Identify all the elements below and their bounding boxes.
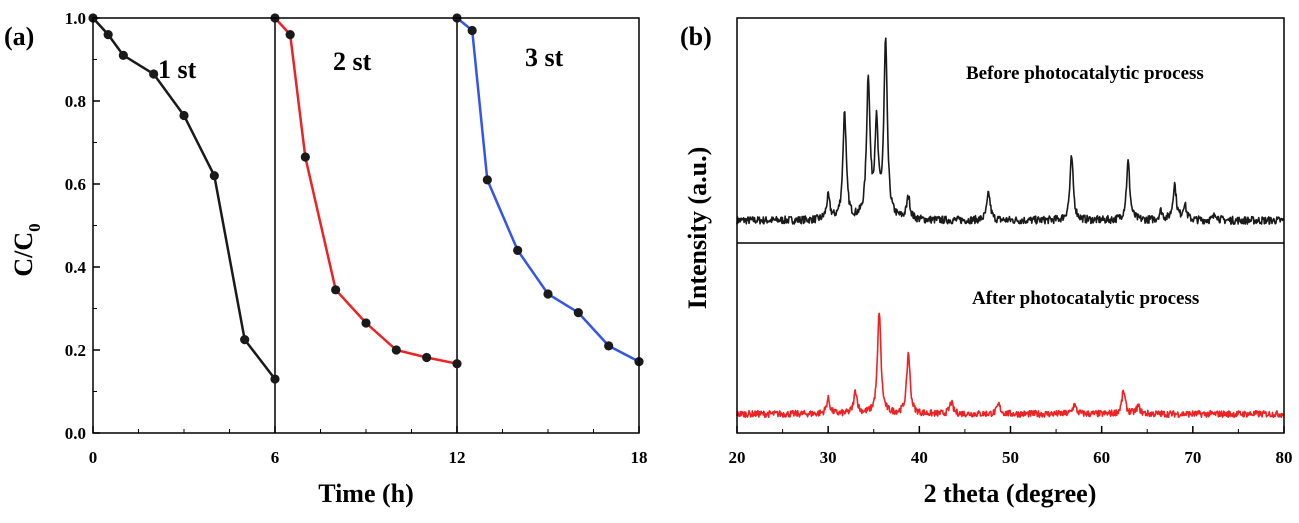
panel-a-y-tick-label-4: 0.6 [65, 175, 86, 194]
panel-a-y-axis-title-main: C/C [9, 232, 38, 277]
panel-a-x-axis-title: Time (h) [318, 479, 414, 508]
data-point-3-4 [513, 245, 523, 255]
panel-a-y-tick-label-1: 0.0 [65, 424, 86, 443]
data-point-3-2 [467, 25, 477, 36]
data-point-2-5 [361, 318, 371, 328]
panel-a-ticks: 0 6 12 18 0.0 0.2 0.4 0.6 0.8 1.0 [65, 9, 648, 467]
series-line-2 [274, 17, 458, 365]
before-label: Before photocatalytic process [966, 63, 1204, 84]
panel-a-x-tick-label-4: 18 [631, 448, 648, 467]
data-point-1-7 [240, 335, 250, 345]
panel-a-label: (a) [4, 22, 34, 51]
data-point-1-4 [149, 69, 159, 79]
data-point-2-8 [452, 359, 462, 369]
data-point-2-7 [422, 352, 432, 363]
panel-b-x-tick-label-2: 30 [820, 448, 837, 467]
data-point-3-5 [543, 289, 553, 299]
panel-a-y-axis-title-sub: 0 [25, 223, 44, 232]
series-label-1st: 1 st [158, 55, 197, 84]
svg-text:C/C0: C/C0 [9, 223, 44, 276]
series-line-3 [456, 17, 640, 363]
data-point-1-3 [118, 50, 128, 60]
series-label-2st: 2 st [333, 47, 372, 76]
panel-a-y-tick-label-6: 1.0 [65, 9, 86, 28]
after-label: After photocatalytic process [972, 288, 1199, 309]
data-point-3-7 [604, 341, 614, 351]
panel-a-y-axis-title: C/C0 [9, 223, 44, 276]
series-label-3st: 3 st [525, 43, 564, 72]
panel-b-x-tick-label-1: 20 [729, 448, 746, 467]
data-point-2-2 [285, 29, 295, 40]
panel-a-y-tick-label-5: 0.8 [65, 92, 86, 111]
panel-a-plot-area [88, 13, 644, 433]
data-point-1-8 [270, 374, 280, 384]
data-point-2-3 [300, 152, 310, 162]
panel-a-x-tick-label-3: 12 [449, 448, 466, 467]
data-point-3-6 [573, 308, 583, 318]
panel-b-ticks: 20 30 40 50 60 70 80 [729, 426, 1293, 467]
data-point-2-4 [331, 285, 341, 295]
xrd-pattern-2 [736, 312, 1285, 419]
panel-a-y-tick-label-2: 0.2 [65, 341, 86, 360]
data-point-1-6 [209, 171, 219, 181]
panel-a: (a) 0 6 12 18 0.0 0.2 0.4 0.6 0.8 1.0 Time (h) C/… [4, 9, 648, 508]
panel-b: (b) 20 30 40 50 60 70 80 2 theta (degree) Inte… [680, 17, 1293, 508]
data-point-2-6 [391, 345, 401, 355]
panel-b-x-tick-label-3: 40 [911, 448, 928, 467]
panel-b-x-tick-label-4: 50 [1002, 448, 1019, 467]
panel-b-x-tick-label-5: 60 [1093, 448, 1110, 467]
panel-b-y-axis-title: Intensity (a.u.) [683, 147, 712, 310]
panel-b-label: (b) [680, 22, 712, 51]
panel-b-plot-area [736, 37, 1285, 419]
data-point-1-5 [179, 110, 189, 121]
panel-b-x-tick-label-7: 80 [1276, 448, 1293, 467]
panel-a-y-tick-label-3: 0.4 [65, 258, 87, 277]
data-point-1-2 [103, 29, 113, 40]
data-point-3-3 [482, 175, 492, 185]
panel-a-x-tick-label-2: 6 [271, 448, 280, 467]
panel-b-x-axis-title: 2 theta (degree) [924, 479, 1097, 508]
panel-a-x-tick-label-1: 0 [89, 448, 98, 467]
panel-b-x-tick-label-6: 70 [1184, 448, 1201, 467]
xrd-pattern-1 [736, 37, 1285, 225]
